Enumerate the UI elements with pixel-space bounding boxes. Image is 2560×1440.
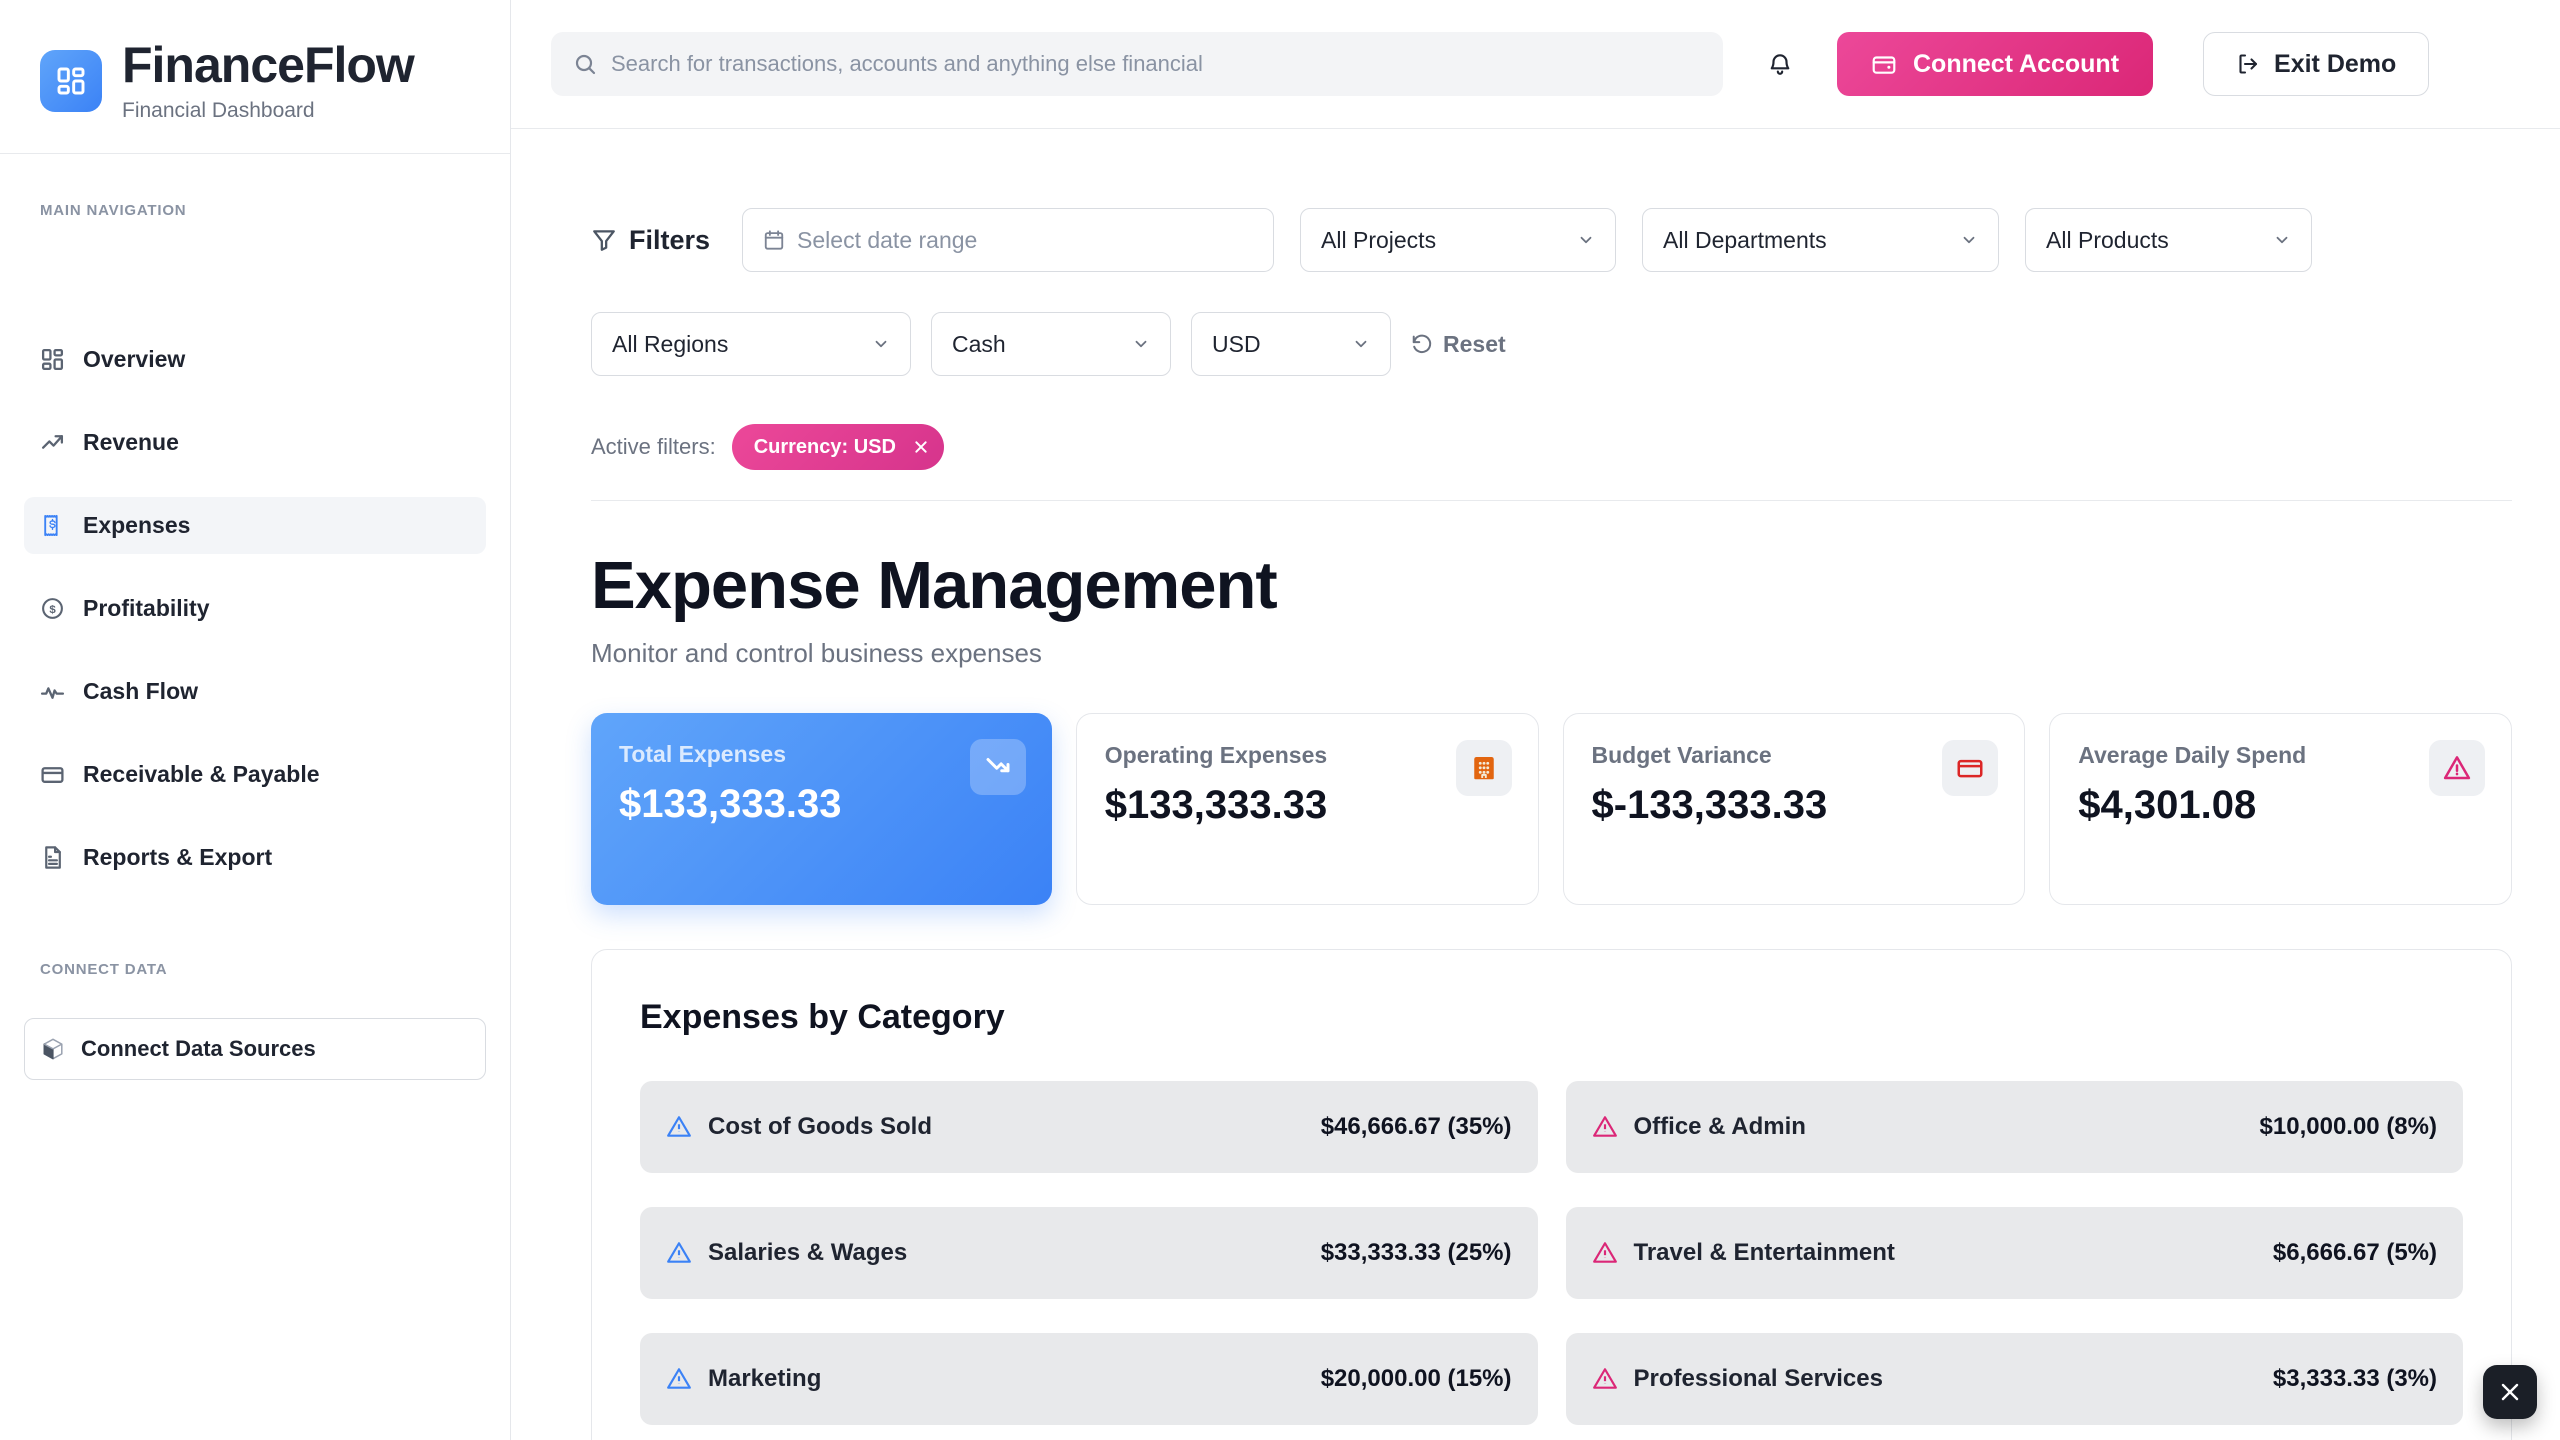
- svg-text:$: $: [49, 604, 56, 616]
